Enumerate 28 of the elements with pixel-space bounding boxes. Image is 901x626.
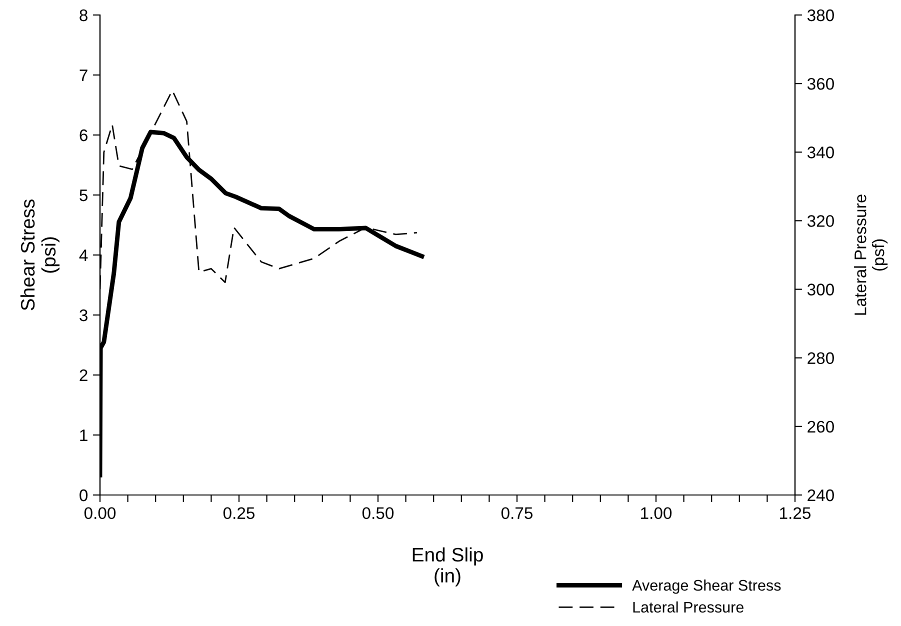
y-tick-label: 2: [80, 369, 88, 382]
y2-tick-label: 240: [808, 489, 834, 502]
y-tick-label: 7: [80, 70, 88, 82]
y2-tick-label: 300: [807, 284, 834, 296]
y-tick-label: 4: [79, 250, 88, 262]
legend-label: Lateral Pressure: [633, 601, 744, 613]
y-tick-label: 8: [80, 9, 88, 22]
legend-label: Average Shear Stress: [632, 580, 781, 594]
y2-tick-label: 320: [807, 215, 834, 227]
y-tick-label: 3: [80, 309, 88, 322]
x-tick-label: 1.25: [780, 507, 811, 520]
y2-tick-label: 360: [807, 78, 834, 90]
x-tick-label: 1.00: [641, 507, 672, 520]
y2-tick-label: 380: [807, 9, 834, 22]
y-tick-label: 0: [80, 489, 88, 502]
x-tick-label: 0.50: [362, 507, 394, 520]
x-tick-label: 0.75: [501, 507, 533, 520]
x-tick-label: 0.00: [84, 507, 116, 520]
y-tick-label: 5: [80, 190, 88, 202]
y2-axis-title: Lateral Pressure (psf): [854, 194, 888, 315]
y-tick-label: 6: [80, 129, 88, 142]
y-tick-label: 1: [80, 430, 88, 442]
y2-tick-label: 340: [807, 146, 834, 158]
x-axis-title: End Slip (in): [412, 547, 483, 586]
y2-tick-label: 260: [808, 420, 834, 433]
y-axis-title: Shear Stress (psi): [20, 200, 60, 310]
y2-tick-label: 280: [808, 352, 834, 364]
x-tick-label: 0.25: [223, 507, 255, 520]
